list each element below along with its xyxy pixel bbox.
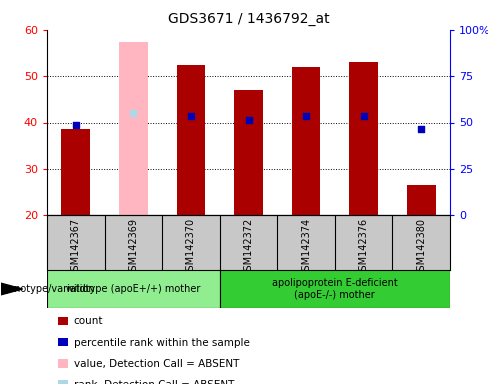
Text: GSM142376: GSM142376 bbox=[359, 218, 368, 277]
Point bbox=[417, 126, 425, 132]
Bar bbox=[220, 270, 450, 308]
Bar bbox=[58, 359, 68, 367]
Text: rank, Detection Call = ABSENT: rank, Detection Call = ABSENT bbox=[74, 380, 234, 384]
Bar bbox=[349, 62, 378, 215]
Text: GSM142380: GSM142380 bbox=[416, 218, 426, 277]
Text: genotype/variation: genotype/variation bbox=[2, 284, 95, 294]
Text: apolipoprotein E-deficient
(apoE-/-) mother: apolipoprotein E-deficient (apoE-/-) mot… bbox=[272, 278, 398, 300]
Bar bbox=[58, 380, 68, 384]
Text: count: count bbox=[74, 316, 103, 326]
Text: GSM142369: GSM142369 bbox=[128, 218, 139, 277]
Point bbox=[187, 113, 195, 119]
Point bbox=[302, 113, 310, 119]
Bar bbox=[61, 129, 90, 215]
Point bbox=[244, 117, 252, 123]
Point bbox=[129, 110, 137, 116]
Text: GSM142372: GSM142372 bbox=[244, 218, 253, 277]
Bar bbox=[234, 90, 263, 215]
Bar bbox=[47, 270, 220, 308]
Text: GSM142374: GSM142374 bbox=[301, 218, 311, 277]
Text: GSM142370: GSM142370 bbox=[186, 218, 196, 277]
Text: percentile rank within the sample: percentile rank within the sample bbox=[74, 338, 250, 348]
Point bbox=[360, 113, 367, 119]
Text: value, Detection Call = ABSENT: value, Detection Call = ABSENT bbox=[74, 359, 239, 369]
Bar bbox=[119, 41, 148, 215]
Text: wildtype (apoE+/+) mother: wildtype (apoE+/+) mother bbox=[66, 284, 201, 294]
Polygon shape bbox=[0, 283, 22, 295]
Bar bbox=[58, 317, 68, 325]
Title: GDS3671 / 1436792_at: GDS3671 / 1436792_at bbox=[168, 12, 329, 26]
Bar bbox=[407, 185, 436, 215]
Point bbox=[72, 122, 80, 128]
Text: GSM142367: GSM142367 bbox=[71, 218, 81, 277]
Bar bbox=[177, 65, 205, 215]
Bar bbox=[292, 67, 321, 215]
Bar bbox=[58, 338, 68, 346]
